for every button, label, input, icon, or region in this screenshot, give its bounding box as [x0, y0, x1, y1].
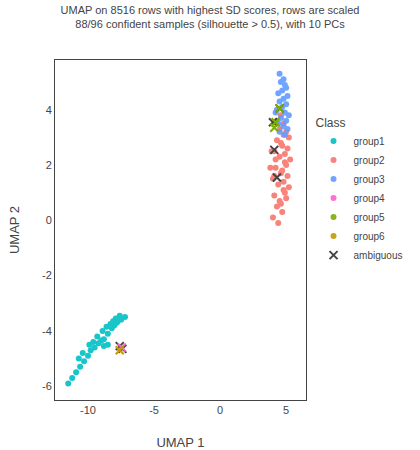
svg-text:2: 2: [46, 159, 52, 171]
svg-text:UMAP 2: UMAP 2: [7, 206, 22, 254]
svg-text:ambiguous: ambiguous: [354, 250, 403, 261]
svg-text:group2: group2: [354, 155, 386, 166]
svg-text:UMAP on 8516 rows with highest: UMAP on 8516 rows with highest SD scores…: [61, 4, 360, 30]
svg-text:group3: group3: [354, 174, 386, 185]
svg-text:-6: -6: [42, 380, 52, 392]
svg-text:group6: group6: [354, 231, 386, 242]
svg-text:0: 0: [46, 214, 52, 226]
svg-text:-5: -5: [149, 404, 159, 416]
svg-text:0: 0: [217, 404, 223, 416]
svg-text:-4: -4: [42, 325, 52, 337]
svg-text:group4: group4: [354, 193, 386, 204]
svg-text:group5: group5: [354, 212, 386, 223]
svg-text:-10: -10: [80, 404, 96, 416]
svg-text:-2: -2: [42, 269, 52, 281]
svg-text:5: 5: [283, 404, 289, 416]
svg-text:4: 4: [46, 104, 52, 116]
svg-text:Class: Class: [316, 116, 346, 130]
svg-text:group1: group1: [354, 136, 386, 147]
svg-text:UMAP 1: UMAP 1: [156, 435, 204, 450]
